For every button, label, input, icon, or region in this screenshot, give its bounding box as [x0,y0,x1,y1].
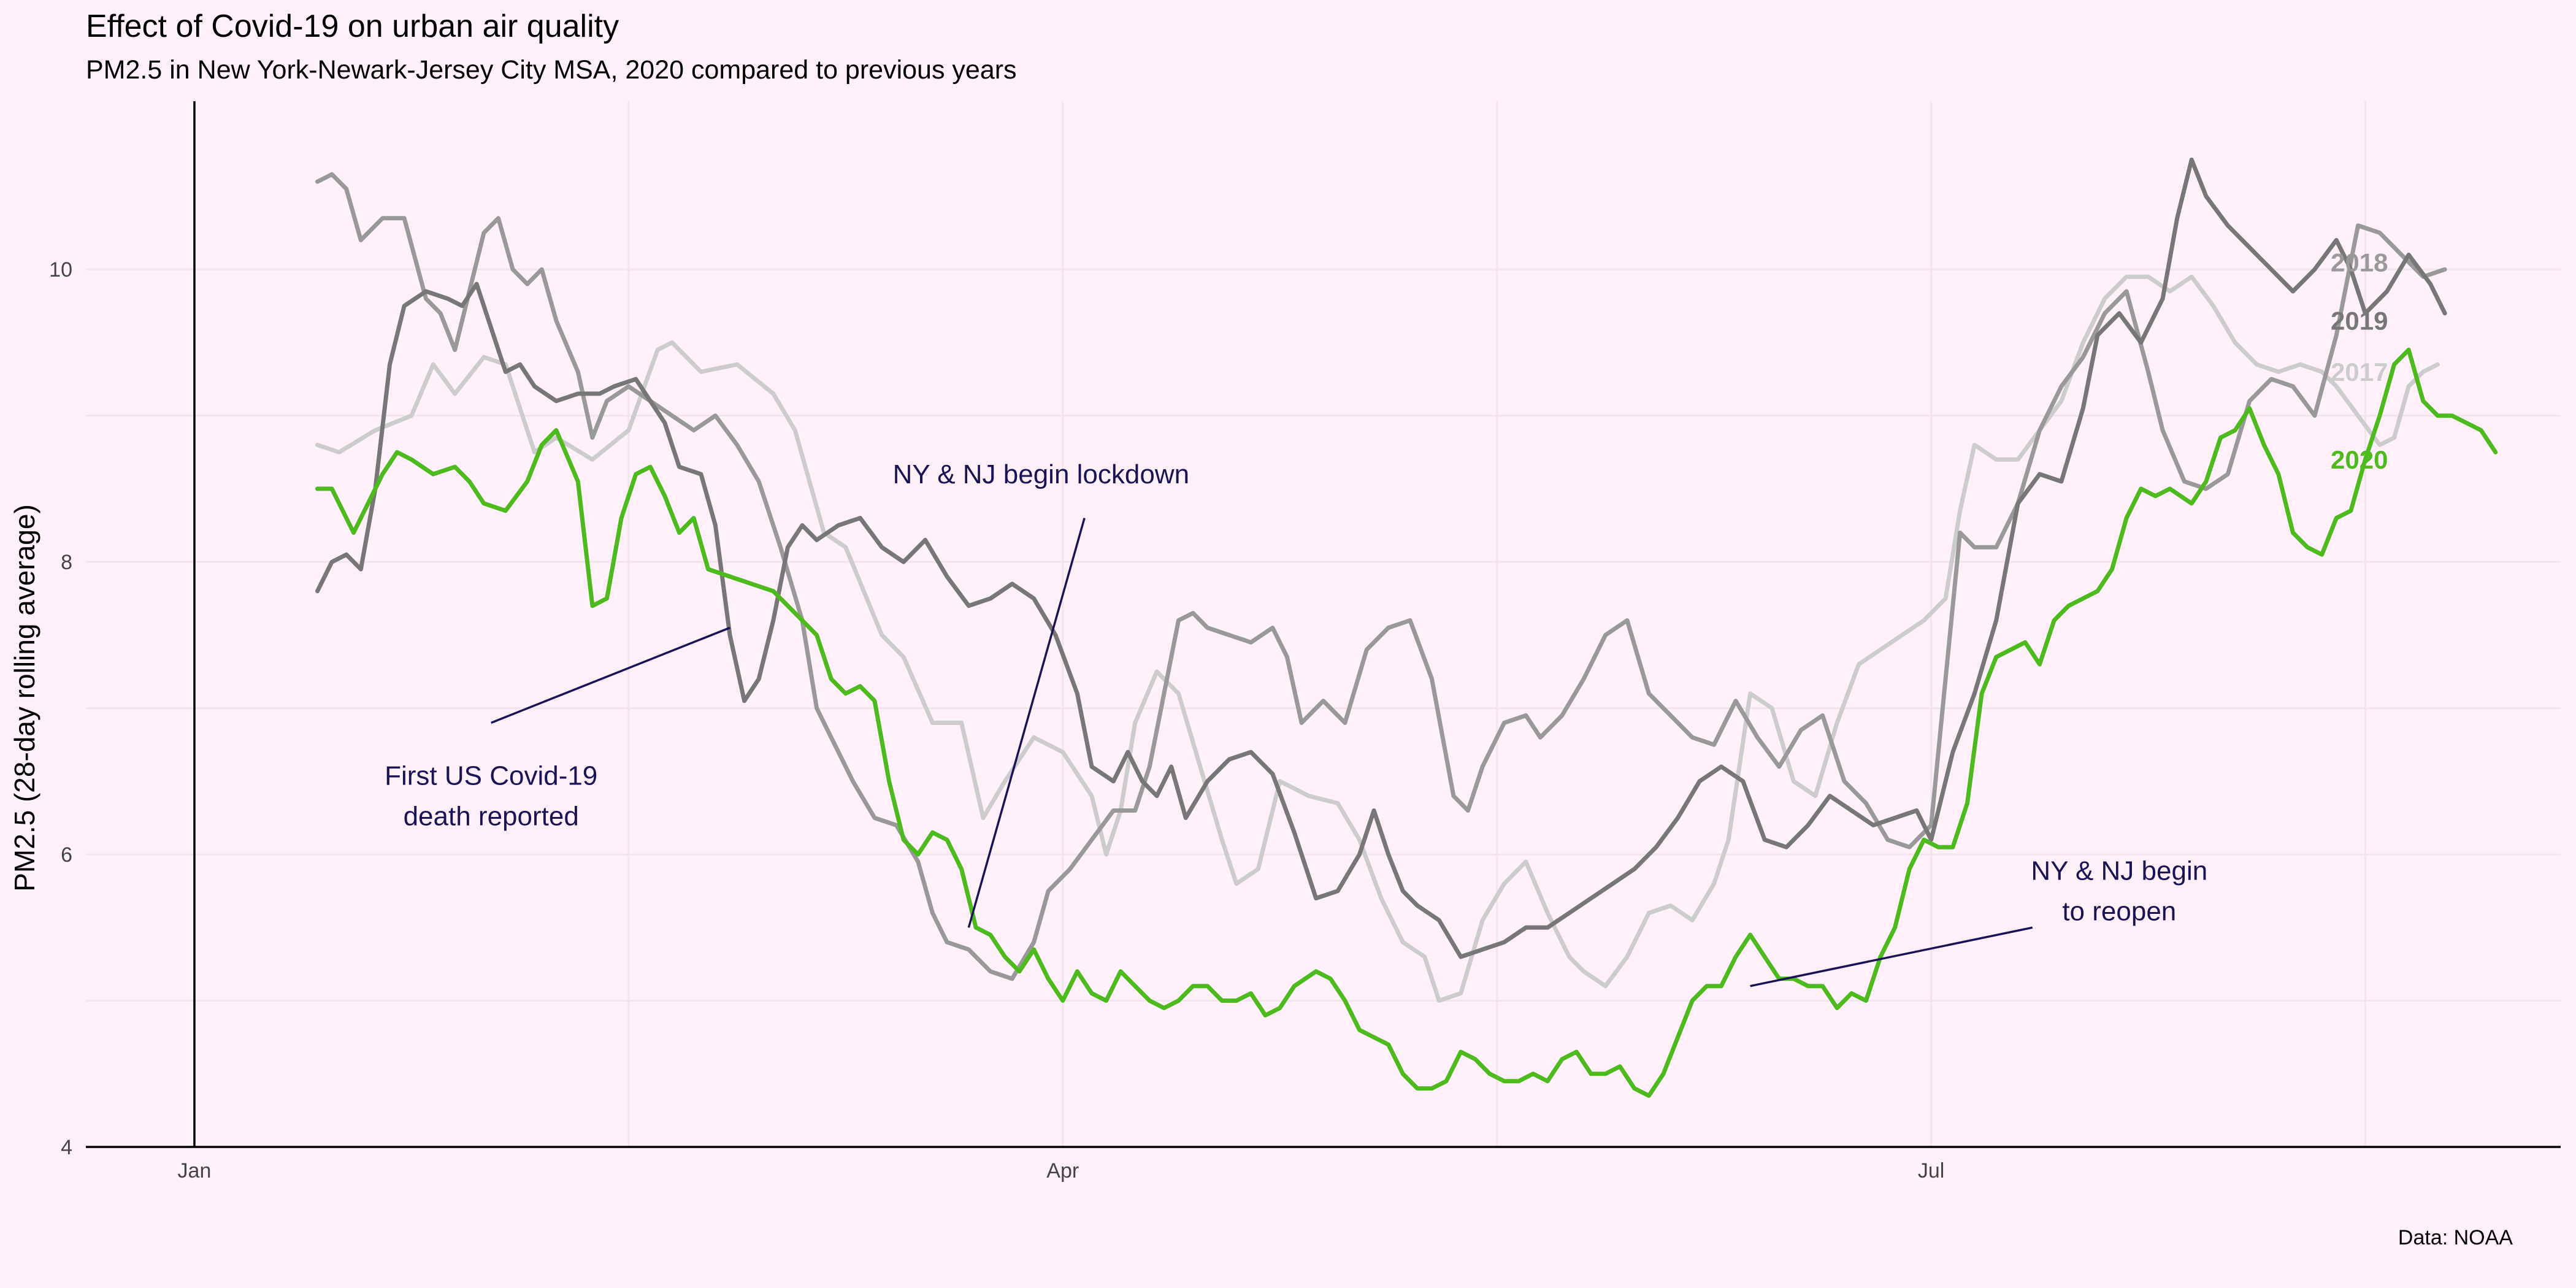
annotation-line-2 [967,518,1086,928]
annotation-text-3: NY & NJ begin [2031,856,2207,886]
y-axis-label: PM2.5 (28-day rolling average) [9,504,40,892]
series-line-2020 [315,347,2498,1098]
series-label-2020: 2020 [2331,445,2388,474]
x-tick-label-jan: Jan [178,1159,212,1183]
annotation-line-3 [1750,926,2033,987]
annotations: First US Covid-19 death reported NY & NJ b… [385,459,2207,987]
annotation-text-1: First US Covid-19 [385,761,597,791]
chart-caption: Data: NOAA [2398,1226,2513,1249]
annotation-text-3: to reopen [2062,897,2176,927]
axes: 4 6 8 10 Jan Apr Jul [49,101,2561,1183]
y-tick-label-10: 10 [49,258,72,282]
annotation-text-2: NY & NJ begin lockdown [893,459,1189,489]
y-tick-label-6: 6 [61,843,72,867]
chart-subtitle: PM2.5 in New York-Newark-Jersey City MSA… [86,55,1017,85]
y-tick-label-4: 4 [61,1136,72,1159]
series-line-2019 [315,157,2447,959]
annotation-line-1 [491,626,730,724]
grid [86,101,2561,1148]
series-labels: 2018 2019 2017 2020 [2331,248,2388,474]
series-label-2017: 2017 [2331,358,2388,386]
series-label-2018: 2018 [2331,248,2388,277]
y-tick-label-8: 8 [61,551,72,574]
x-tick-label-apr: Apr [1046,1159,1079,1183]
chart-title: Effect of Covid-19 on urban air quality [86,9,619,44]
x-tick-label-jul: Jul [1918,1159,1944,1183]
series-label-2019: 2019 [2331,307,2388,335]
series-line-2018 [315,172,2447,981]
series-line-2017 [315,274,2440,1003]
annotation-text-1: death reported [404,802,579,832]
series-lines [315,157,2498,1098]
